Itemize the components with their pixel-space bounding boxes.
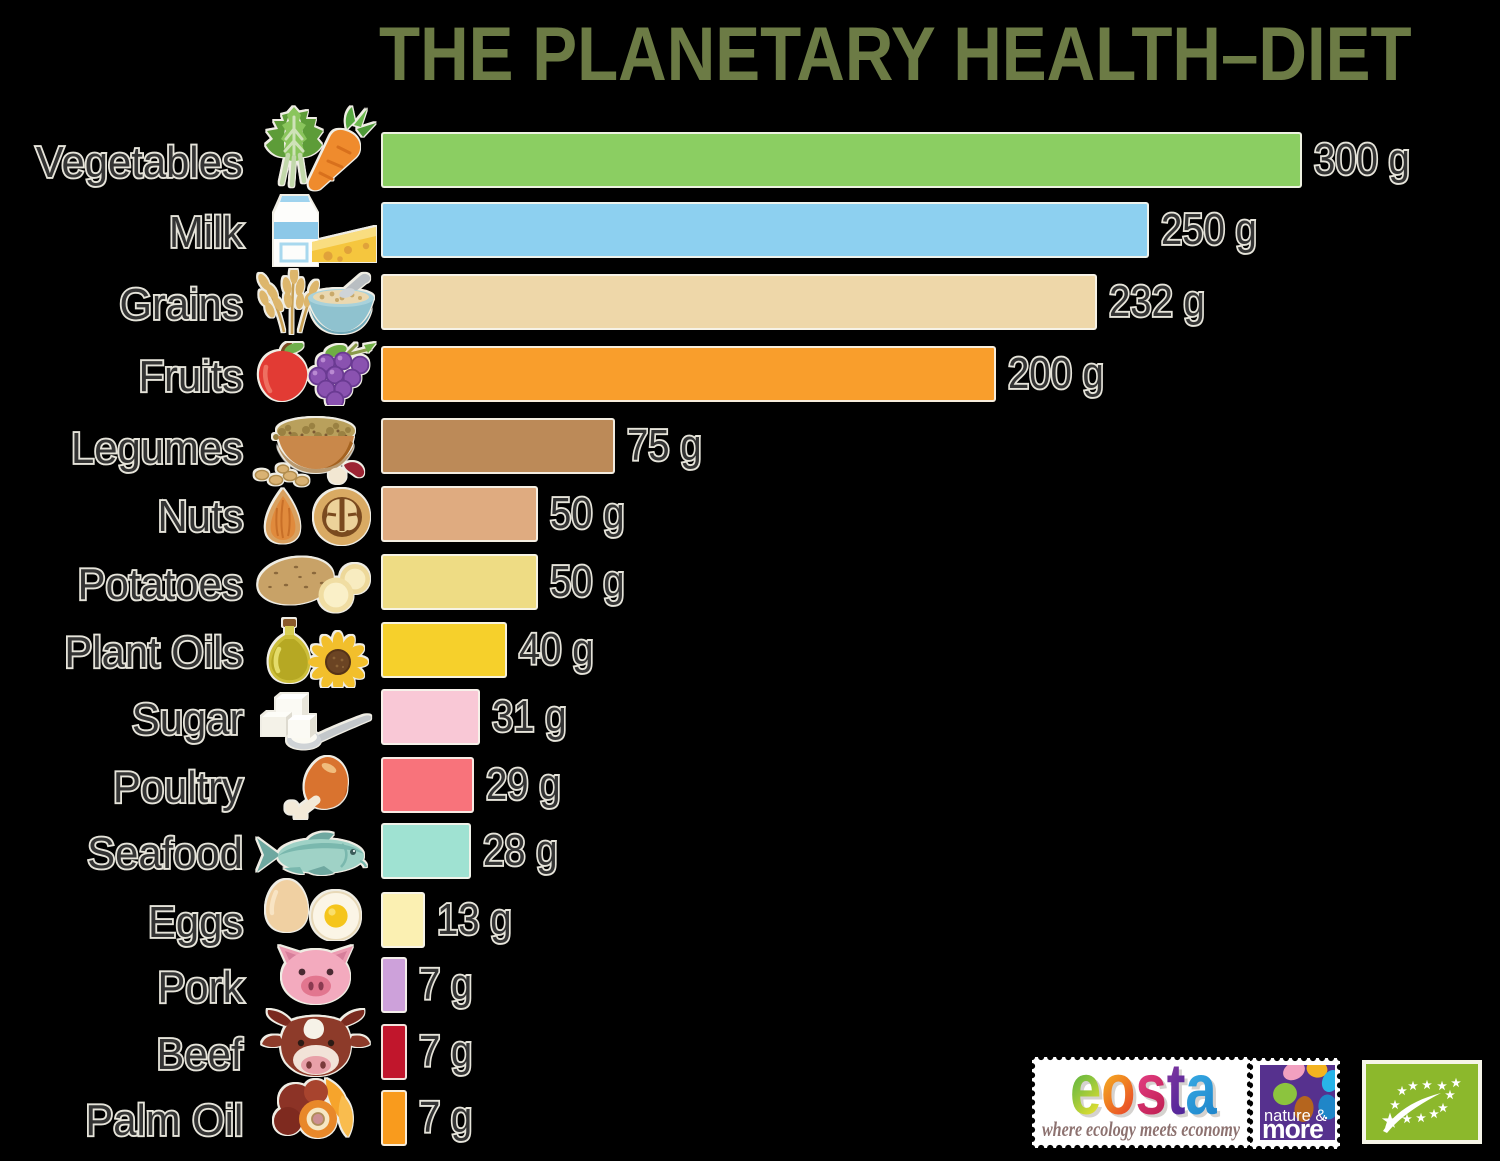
svg-text:e: e (1073, 1057, 1104, 1133)
svg-text:t: t (1167, 1057, 1186, 1130)
svg-text:s: s (1136, 1057, 1167, 1130)
svg-text:a: a (1189, 1057, 1221, 1133)
svg-text:s: s (1139, 1057, 1170, 1133)
svg-text:where ecology meets economy: where ecology meets economy (1042, 1117, 1241, 1141)
svg-text:t: t (1170, 1057, 1189, 1133)
svg-text:e: e (1070, 1057, 1101, 1130)
svg-text:a: a (1185, 1057, 1217, 1130)
svg-text:nature &: nature & (1264, 1107, 1326, 1125)
svg-text:o: o (1101, 1057, 1135, 1130)
svg-text:o: o (1104, 1057, 1138, 1133)
svg-text:more: more (1262, 1114, 1323, 1144)
